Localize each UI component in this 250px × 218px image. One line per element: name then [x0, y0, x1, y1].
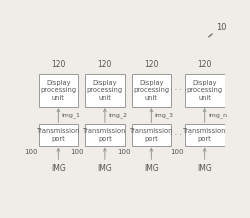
- Text: . . . . .: . . . . .: [170, 83, 191, 92]
- Text: img_3: img_3: [155, 112, 174, 118]
- Text: 120: 120: [51, 60, 66, 69]
- Text: Transmission
port: Transmission port: [83, 128, 126, 142]
- FancyBboxPatch shape: [38, 74, 78, 107]
- Text: Display
processing
unit: Display processing unit: [186, 80, 223, 101]
- Text: img_2: img_2: [108, 112, 127, 118]
- Text: 10: 10: [216, 22, 227, 32]
- Text: 100: 100: [24, 149, 38, 155]
- Text: 100: 100: [70, 149, 84, 155]
- FancyBboxPatch shape: [132, 74, 171, 107]
- Text: img_1: img_1: [62, 112, 81, 118]
- Text: 100: 100: [117, 149, 130, 155]
- FancyBboxPatch shape: [85, 124, 125, 146]
- Text: Display
processing
unit: Display processing unit: [133, 80, 170, 101]
- Text: img_n: img_n: [208, 112, 227, 118]
- Text: 120: 120: [198, 60, 212, 69]
- Text: 100: 100: [170, 149, 184, 155]
- FancyBboxPatch shape: [38, 124, 78, 146]
- Text: IMG: IMG: [98, 164, 112, 173]
- FancyBboxPatch shape: [185, 124, 224, 146]
- Text: Display
processing
unit: Display processing unit: [87, 80, 123, 101]
- FancyBboxPatch shape: [85, 74, 125, 107]
- Text: 120: 120: [98, 60, 112, 69]
- FancyBboxPatch shape: [185, 74, 224, 107]
- Text: . . . . .: . . . . .: [170, 128, 191, 137]
- Text: IMG: IMG: [51, 164, 66, 173]
- Text: IMG: IMG: [197, 164, 212, 173]
- FancyBboxPatch shape: [132, 124, 171, 146]
- Text: Transmission
port: Transmission port: [130, 128, 173, 142]
- Text: Display
processing
unit: Display processing unit: [40, 80, 76, 101]
- Text: 120: 120: [144, 60, 158, 69]
- Text: IMG: IMG: [144, 164, 159, 173]
- Text: Transmission
port: Transmission port: [37, 128, 80, 142]
- Text: Transmission
port: Transmission port: [183, 128, 226, 142]
